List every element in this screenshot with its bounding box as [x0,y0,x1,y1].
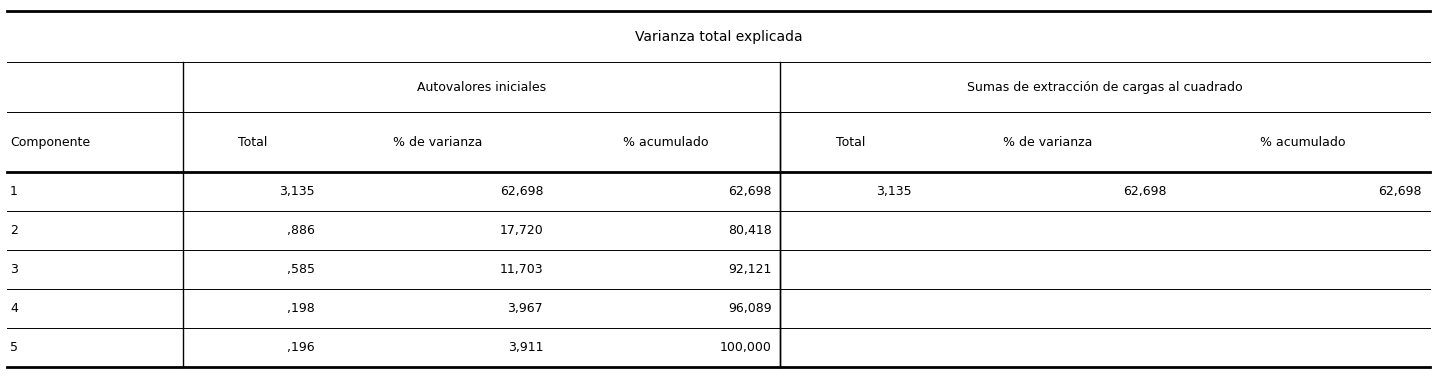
Text: ,585: ,585 [287,263,315,276]
Text: ,196: ,196 [287,341,315,354]
Text: 80,418: 80,418 [728,224,771,237]
Text: 4: 4 [10,302,17,315]
Text: 62,698: 62,698 [1123,186,1166,198]
Text: ,198: ,198 [287,302,315,315]
Text: Componente: Componente [10,136,90,149]
Text: 62,698: 62,698 [1379,186,1422,198]
Text: 96,089: 96,089 [728,302,771,315]
Text: 100,000: 100,000 [719,341,771,354]
Text: 3,911: 3,911 [507,341,543,354]
Text: 3: 3 [10,263,17,276]
Text: Varianza total explicada: Varianza total explicada [635,29,802,43]
Text: 5: 5 [10,341,19,354]
Text: Sumas de extracción de cargas al cuadrado: Sumas de extracción de cargas al cuadrad… [967,81,1242,94]
Text: % acumulado: % acumulado [1260,136,1346,149]
Text: 17,720: 17,720 [500,224,543,237]
Text: 2: 2 [10,224,17,237]
Text: ,886: ,886 [287,224,315,237]
Text: 3,135: 3,135 [279,186,315,198]
Text: 62,698: 62,698 [500,186,543,198]
Text: Autovalores iniciales: Autovalores iniciales [417,81,546,94]
Text: % de varianza: % de varianza [393,136,483,149]
Text: % acumulado: % acumulado [623,136,709,149]
Text: 3,135: 3,135 [877,186,911,198]
Text: % de varianza: % de varianza [1003,136,1093,149]
Text: 62,698: 62,698 [728,186,771,198]
Text: Total: Total [835,136,866,149]
Text: 11,703: 11,703 [500,263,543,276]
Text: 92,121: 92,121 [728,263,771,276]
Text: 1: 1 [10,186,17,198]
Text: Total: Total [238,136,268,149]
Text: 3,967: 3,967 [507,302,543,315]
